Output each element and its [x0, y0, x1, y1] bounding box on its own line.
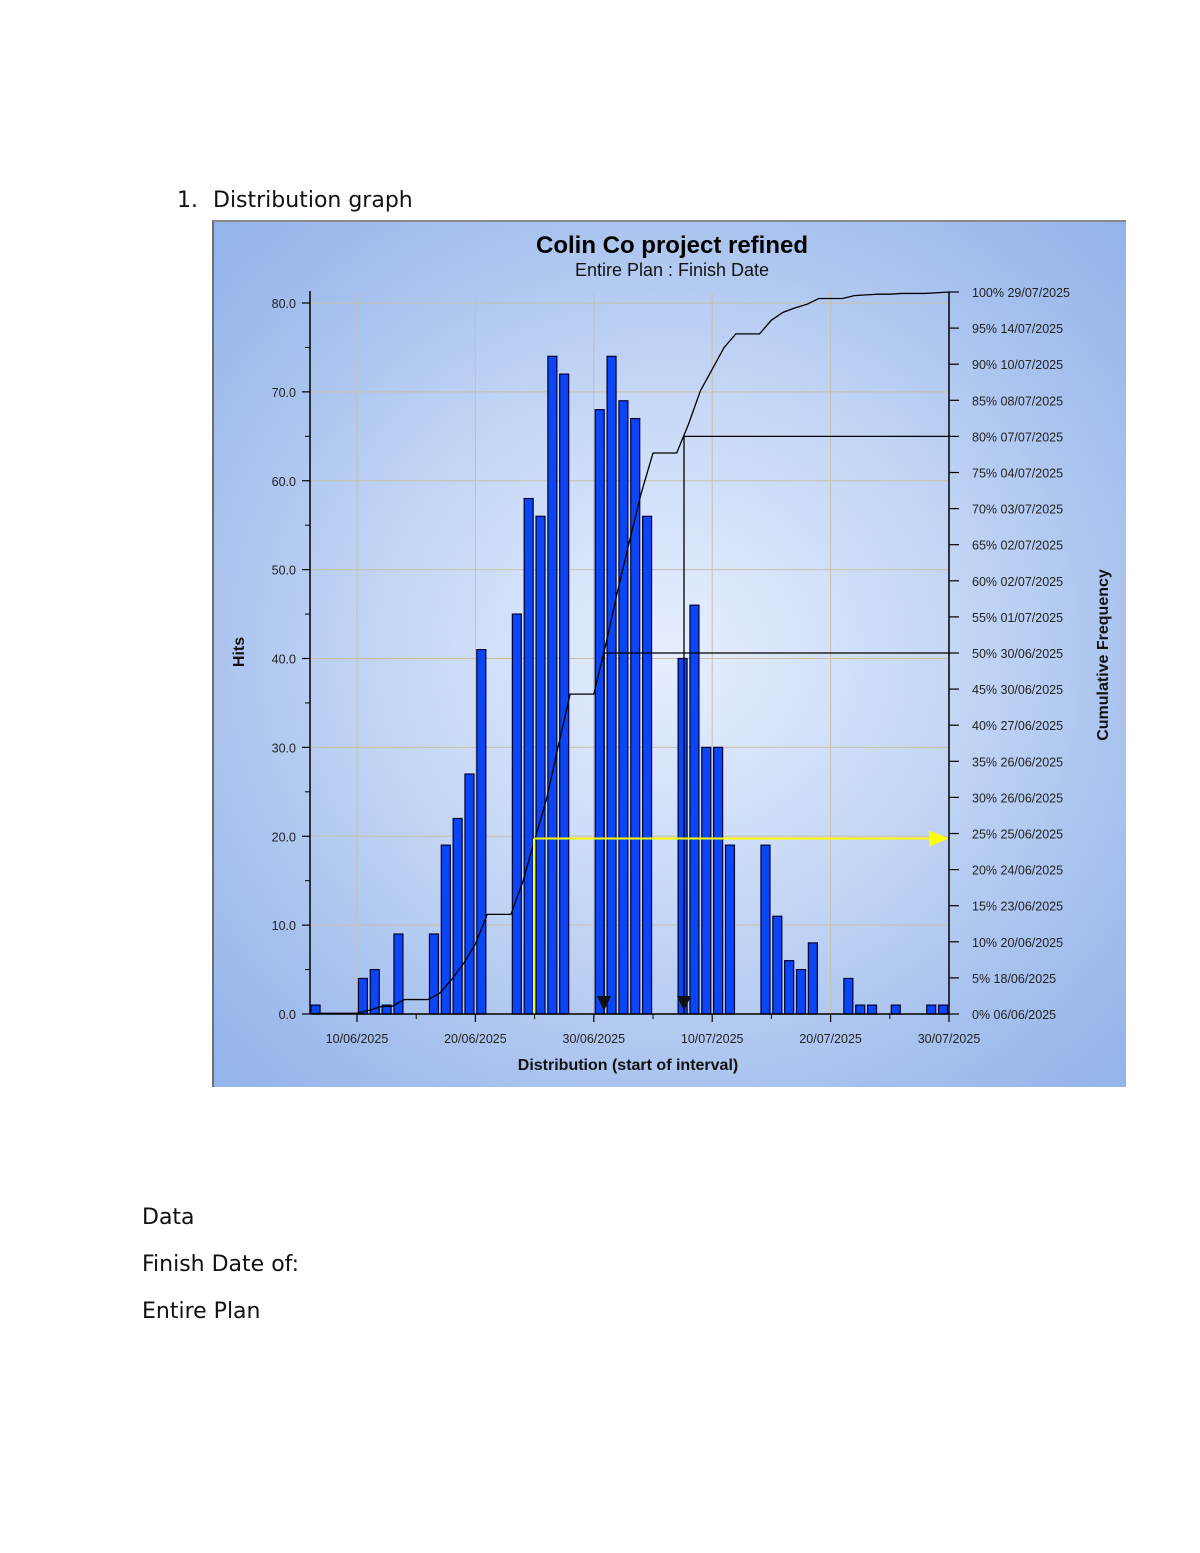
cumulative-tick-label: 5% 18/06/2025 [972, 972, 1056, 986]
histogram-bars [310, 355, 949, 1015]
x-tick-label: 20/06/2025 [444, 1032, 507, 1046]
arrow-right-icon [929, 830, 949, 847]
histogram-bar [760, 844, 771, 1015]
cumulative-tick-label: 65% 02/07/2025 [972, 539, 1063, 553]
histogram-bar [618, 400, 629, 1015]
cumulative-line [309, 291, 950, 1015]
cumulative-tick-label: 30% 26/06/2025 [972, 791, 1063, 805]
cumulative-tick-label: 50% 30/06/2025 [972, 647, 1063, 661]
histogram-bar [630, 417, 641, 1015]
chart-title: Colin Co project refined [536, 232, 808, 259]
cumulative-tick-label: 15% 23/06/2025 [972, 900, 1063, 914]
cumulative-tick-label: 85% 08/07/2025 [972, 394, 1063, 408]
cumulative-tick-label: 55% 01/07/2025 [972, 611, 1063, 625]
cumulative-tick-label: 45% 30/06/2025 [972, 683, 1063, 697]
paragraph-data: Data [142, 1205, 195, 1230]
marker-triangle-icon [677, 996, 691, 1011]
histogram-bar [866, 1004, 878, 1015]
y-tick-label: 40.0 [272, 653, 296, 667]
cumulative-tick-label: 80% 07/07/2025 [972, 430, 1063, 444]
paragraph-entire-plan: Entire Plan [142, 1299, 261, 1324]
histogram-bar [772, 915, 783, 1015]
histogram-bar [807, 942, 818, 1015]
x-tick-label: 10/07/2025 [681, 1032, 744, 1046]
paragraph-finish-date: Finish Date of: [142, 1252, 300, 1277]
x-axis-ticks: 10/06/2025 20/06/2025 30/06/2025 10/07/2025… [326, 1014, 981, 1046]
y-tick-label: 80.0 [272, 297, 296, 311]
cumulative-tick-label: 75% 04/07/2025 [972, 467, 1063, 481]
x-tick-label: 20/07/2025 [799, 1032, 862, 1046]
y-tick-label: 10.0 [272, 919, 296, 933]
histogram-bar [890, 1004, 901, 1015]
cumulative-tick-label: 35% 26/06/2025 [972, 755, 1063, 769]
histogram-bar [855, 1004, 866, 1015]
chart-subtitle: Entire Plan : Finish Date [575, 260, 769, 280]
y-tick-label: 30.0 [272, 741, 296, 755]
y-tick-label: 70.0 [272, 386, 296, 400]
x-axis-label: Distribution (start of interval) [518, 1057, 738, 1074]
cumulative-tick-label: 40% 27/06/2025 [972, 719, 1063, 733]
histogram-bar [937, 1004, 949, 1015]
histogram-bar [594, 409, 605, 1015]
histogram-bar [689, 604, 700, 1015]
histogram-bar [606, 355, 617, 1015]
cumulative-tick-label: 95% 14/07/2025 [972, 322, 1063, 336]
y-axis-label: Hits [231, 637, 248, 667]
cumulative-tick-label: 10% 20/06/2025 [972, 936, 1063, 950]
x-tick-label: 30/07/2025 [918, 1032, 981, 1046]
y-axis-ticks: 0.0 10.0 20.0 30.0 40.0 50.0 60.0 70.0 80.0 [272, 297, 310, 1022]
histogram-bar [357, 977, 369, 1015]
heading-text: Distribution graph [213, 188, 413, 213]
percentile-markers [533, 435, 949, 1014]
histogram-bar [535, 515, 546, 1015]
y-tick-label: 20.0 [272, 830, 296, 844]
y-tick-label: 0.0 [279, 1008, 296, 1022]
cumulative-tick-label: 100% 29/07/2025 [972, 286, 1070, 300]
histogram-bar [843, 977, 854, 1015]
x-tick-label: 30/06/2025 [563, 1032, 626, 1046]
histogram-bar [523, 497, 534, 1015]
distribution-chart: Colin Co project refined Entire Plan : F… [212, 220, 1126, 1087]
histogram-bar [795, 968, 807, 1015]
histogram-bar [511, 613, 522, 1015]
cumulative-tick-label: 20% 24/06/2025 [972, 864, 1063, 878]
cumulative-tick-label: 70% 03/07/2025 [972, 503, 1063, 517]
histogram-bar [476, 649, 487, 1015]
histogram-bar [641, 515, 653, 1015]
cumulative-tick-label: 60% 02/07/2025 [972, 575, 1063, 589]
histogram-bar [428, 933, 440, 1015]
y-tick-label: 60.0 [272, 475, 296, 489]
histogram-bar [724, 844, 736, 1015]
x-tick-label: 10/06/2025 [326, 1032, 389, 1046]
histogram-bar [701, 746, 712, 1015]
histogram-bar [677, 657, 688, 1015]
y2-axis-label: Cumulative Frequency [1095, 569, 1112, 741]
cumulative-tick-label: 25% 25/06/2025 [972, 828, 1063, 842]
histogram-bar [393, 933, 404, 1015]
histogram-bar [464, 773, 475, 1015]
cumulative-tick-label: 0% 06/06/2025 [972, 1008, 1056, 1022]
histogram-bar [784, 960, 795, 1015]
section-heading: 1. Distribution graph [177, 188, 413, 213]
marker-triangle-icon [597, 996, 611, 1011]
chart-canvas: Colin Co project refined Entire Plan : F… [231, 232, 1112, 1074]
histogram-bar [547, 355, 558, 1015]
cumulative-tick-label: 90% 10/07/2025 [972, 358, 1063, 372]
histogram-bar [713, 746, 724, 1015]
histogram-bar [926, 1004, 937, 1015]
cumulative-curve [309, 291, 950, 1015]
histogram-bar [440, 844, 451, 1015]
list-number: 1. [177, 188, 198, 213]
histogram-bar [310, 1004, 321, 1015]
y-tick-label: 50.0 [272, 564, 296, 578]
histogram-bar [452, 817, 463, 1015]
histogram-bar [559, 373, 570, 1015]
cumulative-axis-ticks: 0% 06/06/2025 5% 18/06/2025 10% 20/06/2025… [949, 286, 1070, 1022]
